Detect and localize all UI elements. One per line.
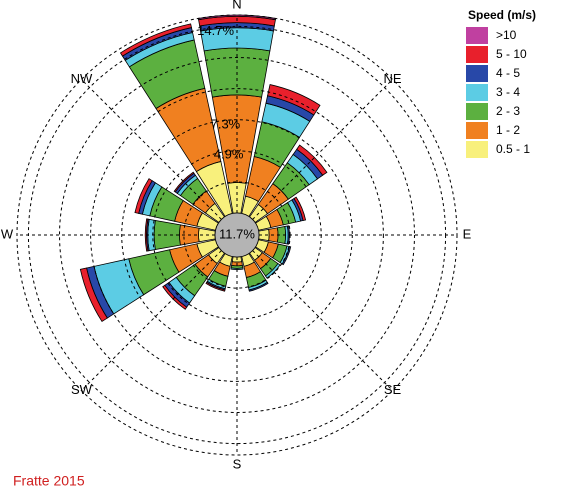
legend-title: Speed (m/s) [468, 8, 536, 22]
legend-label: >10 [496, 28, 517, 42]
legend-swatch [466, 122, 488, 139]
wind-segment [79, 267, 108, 323]
direction-label: E [463, 226, 472, 241]
bars [79, 14, 328, 323]
direction-label: W [1, 226, 14, 241]
spoke [252, 79, 393, 220]
wind-segment [134, 178, 153, 214]
spoke [252, 250, 393, 391]
grid-ring [59, 57, 415, 413]
ring-label: 4.9% [214, 147, 244, 162]
grid-ring [121, 119, 353, 351]
wind-segment [281, 246, 292, 266]
legend-swatch [466, 141, 488, 158]
legend-label: 3 - 4 [496, 85, 520, 99]
calm-circle [214, 212, 260, 258]
grid-ring [90, 88, 384, 382]
legend-label: 5 - 10 [496, 47, 527, 61]
wind-segment [230, 267, 244, 271]
legend-swatch [466, 65, 488, 82]
spoke [81, 79, 222, 220]
direction-label: N [232, 0, 241, 11]
wind-segment [119, 23, 192, 57]
direction-label: SW [71, 382, 93, 397]
wind-segment [264, 262, 281, 279]
direction-label: SE [384, 382, 402, 397]
wind-segment [248, 281, 269, 292]
legend-label: 4 - 5 [496, 66, 520, 80]
wind-segment [293, 196, 307, 221]
direction-label: S [233, 456, 242, 471]
legend-swatch [466, 27, 488, 44]
ring-label: 7.3% [211, 116, 241, 131]
legend-swatch [466, 84, 488, 101]
footer: Fratte 2015 [13, 473, 85, 489]
wind-segment [144, 218, 149, 252]
wind-segment [205, 281, 226, 292]
calm-label: 11.7% [219, 226, 255, 241]
wind-segment [286, 225, 290, 245]
legend-swatch [466, 103, 488, 120]
wind-segment [296, 144, 328, 176]
wind-segment [173, 171, 195, 193]
legend-swatch [466, 46, 488, 63]
outer-ring [16, 14, 458, 456]
direction-label: NE [384, 71, 402, 86]
direction-label: NW [71, 71, 93, 86]
legend-label: 0.5 - 1 [496, 142, 530, 156]
spoke [81, 250, 222, 391]
legend-label: 2 - 3 [496, 104, 520, 118]
legend-label: 1 - 2 [496, 123, 520, 137]
ring-label: 14.7% [197, 23, 234, 38]
wind-segment [267, 84, 321, 116]
